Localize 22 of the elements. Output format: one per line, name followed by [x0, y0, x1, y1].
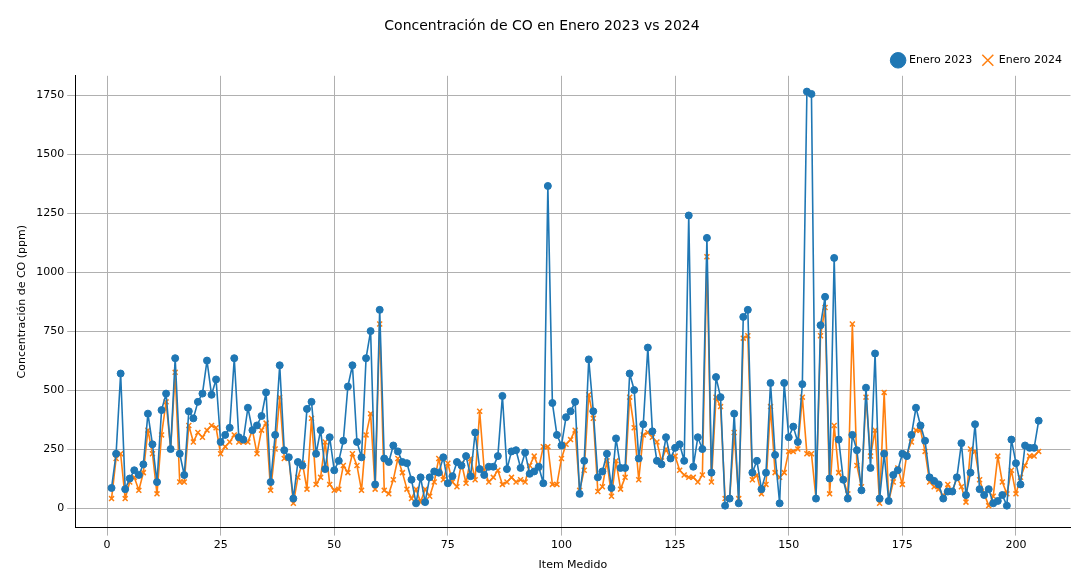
x-tick-label: 100 — [550, 538, 572, 552]
y-tick-label: 1250 — [36, 205, 65, 219]
x-axis-title: Item Medido — [538, 558, 608, 572]
y-axis-title: Concentración de CO (ppm) — [15, 225, 29, 379]
y-tick-label: 0 — [57, 500, 65, 514]
x-tick-label: 50 — [327, 538, 342, 552]
legend-label: Enero 2024 — [998, 53, 1063, 67]
x-tick-label: 75 — [440, 538, 455, 552]
legend-label: Enero 2023 — [909, 53, 973, 67]
x-tick-label: 25 — [213, 538, 228, 552]
x-tick-label: 200 — [1005, 538, 1027, 552]
x-tick-label: 175 — [891, 538, 913, 552]
x-tick-label: 150 — [778, 538, 800, 552]
y-tick-label: 1000 — [36, 264, 65, 278]
y-tick-label: 250 — [43, 441, 65, 455]
x-tick-label: 125 — [664, 538, 686, 552]
x-tick-label: 0 — [103, 538, 111, 552]
y-tick-label: 500 — [43, 382, 65, 396]
y-tick-label: 1500 — [36, 146, 65, 160]
y-tick-label: 750 — [43, 323, 65, 337]
y-tick-label: 1750 — [36, 88, 65, 102]
chart-title: Concentración de CO en Enero 2023 vs 2024 — [384, 17, 700, 34]
